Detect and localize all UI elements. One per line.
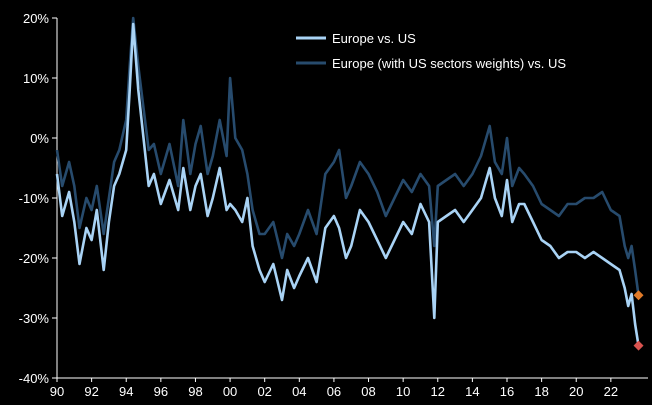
- x-axis-ticks: 90 92 94 96 98 00 02 04 06 08 10 12 14 16 18 20 22: [50, 378, 618, 399]
- x-tick-label: 12: [431, 384, 445, 399]
- x-tick-label: 90: [50, 384, 64, 399]
- y-tick-label: 20%: [23, 11, 49, 26]
- y-tick-label: -40%: [19, 371, 50, 386]
- x-tick-label: 00: [223, 384, 237, 399]
- series-line-europe-vs-us: [55, 22, 640, 346]
- x-tick-label: 92: [84, 384, 98, 399]
- x-tick-label: 10: [396, 384, 410, 399]
- y-tick-label: -20%: [19, 251, 50, 266]
- y-tick-label: 10%: [23, 71, 49, 86]
- x-tick-label: 96: [154, 384, 168, 399]
- end-markers: [633, 290, 644, 351]
- end-marker-europe-vs-us: [633, 340, 644, 351]
- y-tick-label: 0%: [30, 131, 49, 146]
- end-marker-europe-us-sector-weights: [633, 290, 644, 301]
- y-tick-label: -10%: [19, 191, 50, 206]
- x-tick-label: 16: [500, 384, 514, 399]
- legend-label-europe-us-weights: Europe (with US sectors weights) vs. US: [332, 56, 566, 71]
- x-tick-label: 94: [119, 384, 133, 399]
- x-tick-label: 22: [604, 384, 618, 399]
- x-tick-label: 98: [188, 384, 202, 399]
- y-axis-ticks: 20% 10% 0% -10% -20% -30% -40%: [19, 11, 57, 386]
- legend: Europe vs. US Europe (with US sectors we…: [296, 31, 566, 71]
- x-tick-label: 02: [257, 384, 271, 399]
- x-tick-label: 20: [569, 384, 583, 399]
- legend-label-europe-vs-us: Europe vs. US: [332, 31, 416, 46]
- x-tick-label: 18: [534, 384, 548, 399]
- y-tick-label: -30%: [19, 311, 50, 326]
- x-tick-label: 06: [327, 384, 341, 399]
- x-tick-label: 04: [292, 384, 306, 399]
- x-tick-label: 08: [361, 384, 375, 399]
- series-layer: [55, 16, 640, 346]
- x-tick-label: 14: [465, 384, 479, 399]
